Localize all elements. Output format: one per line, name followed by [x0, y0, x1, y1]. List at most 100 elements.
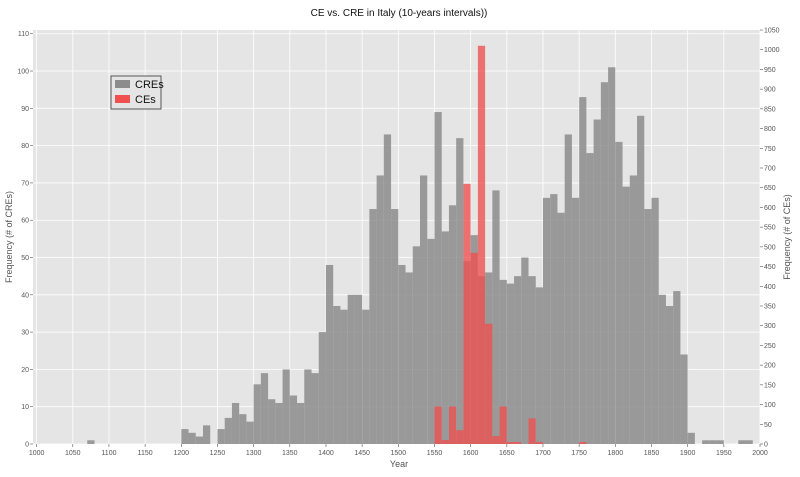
x-tick-label: 1950 — [716, 450, 732, 457]
x-tick-label: 1150 — [138, 450, 153, 457]
bar-cres-1300 — [253, 384, 261, 444]
x-tick-label: 1350 — [282, 450, 298, 457]
bar-cres-1840 — [644, 209, 652, 444]
x-tick-label: 1800 — [608, 450, 624, 457]
bar-cres-1470 — [376, 175, 384, 444]
right-y-tick-label: 550 — [764, 225, 776, 232]
bar-cres-1350 — [289, 395, 298, 444]
bar-cres-1360 — [297, 402, 305, 444]
x-tick-label: 2000 — [752, 450, 768, 457]
right-y-axis-ticks: 0 50 100 150 200 250 300 350 400 450 500 550 600 650 7… — [760, 28, 780, 449]
bar-cres-1400 — [325, 264, 334, 444]
right-y-tick-label: 200 — [764, 363, 776, 370]
bar-cres-1230 — [202, 425, 211, 444]
right-y-tick-label: 100 — [764, 402, 776, 409]
bar-cres-1920 — [702, 440, 710, 444]
bar-cres-1970 — [738, 440, 746, 444]
bar-cres-1270 — [231, 402, 240, 444]
bar-cres-1200 — [181, 429, 189, 444]
left-y-tick-label: 40 — [21, 292, 29, 299]
bar-ces-1600 — [470, 252, 478, 444]
bar-cres-1660 — [514, 276, 522, 444]
bar-cres-1070 — [87, 440, 95, 444]
bar-ces-1640 — [499, 406, 507, 444]
ce-bars — [434, 45, 587, 445]
left-y-tick-label: 60 — [21, 218, 29, 225]
bar-ces-1610 — [477, 45, 486, 445]
bar-cres-1700 — [542, 197, 551, 444]
legend: CREs CEs — [110, 75, 164, 110]
x-tick-label: 1200 — [174, 450, 190, 457]
right-y-tick-label: 850 — [764, 106, 776, 113]
bar-cres-1540 — [427, 238, 435, 444]
bar-ces-1750 — [579, 442, 587, 444]
bar-cres-1900 — [687, 432, 695, 444]
bar-cres-1740 — [571, 197, 580, 444]
bar-cres-1640 — [499, 279, 507, 444]
legend-label-cres: CREs — [135, 79, 164, 91]
bar-cres-1750 — [579, 97, 587, 444]
left-y-tick-label: 10 — [21, 404, 29, 411]
bar-cres-1680 — [528, 276, 536, 444]
x-tick-label: 1600 — [463, 450, 479, 457]
bar-cres-1890 — [680, 354, 688, 444]
right-y-tick-label: 1000 — [764, 47, 780, 54]
bar-ces-1570 — [448, 406, 457, 444]
bar-cres-1550 — [434, 112, 442, 445]
right-y-tick-label: 900 — [764, 87, 776, 94]
left-y-tick-label: 70 — [21, 180, 29, 187]
bar-ces-1660 — [514, 442, 522, 444]
left-y-tick-label: 90 — [21, 106, 29, 113]
x-tick-label: 1000 — [29, 450, 45, 457]
left-y-tick-label: 50 — [21, 255, 29, 262]
bar-cres-1780 — [600, 82, 609, 444]
right-y-axis-label: Frequency (# of CEs) — [782, 194, 792, 280]
bar-cres-1260 — [224, 417, 232, 444]
x-tick-label: 1300 — [246, 450, 262, 457]
left-y-tick-label: 80 — [21, 143, 29, 150]
right-y-tick-label: 750 — [764, 146, 776, 153]
bar-cres-1510 — [405, 272, 413, 444]
bar-cres-1380 — [311, 373, 319, 444]
bar-cres-1490 — [391, 209, 399, 444]
left-y-tick-label: 20 — [21, 367, 29, 374]
right-y-tick-label: 500 — [764, 244, 776, 251]
x-tick-label: 1450 — [354, 450, 370, 457]
bar-cres-1770 — [593, 119, 601, 444]
bar-cres-1830 — [637, 115, 645, 444]
x-tick-label: 1650 — [499, 450, 515, 457]
x-tick-label: 1050 — [65, 450, 81, 457]
x-tick-label: 1900 — [680, 450, 696, 457]
bar-ces-1550 — [434, 406, 442, 444]
bar-cres-1730 — [564, 134, 572, 444]
bar-cres-1940 — [716, 440, 724, 444]
bar-cres-1820 — [629, 175, 638, 444]
bar-cres-1790 — [608, 67, 616, 444]
left-y-tick-label: 30 — [21, 330, 29, 337]
x-tick-label: 1700 — [535, 450, 551, 457]
right-y-tick-label: 250 — [764, 343, 776, 350]
bar-cres-1810 — [622, 186, 630, 444]
bar-cres-1410 — [333, 306, 341, 444]
bar-cres-1760 — [586, 153, 594, 444]
x-axis-label: Year — [390, 459, 408, 469]
bar-cres-1530 — [420, 175, 428, 444]
bar-cres-1710 — [550, 194, 558, 444]
bar-cres-1690 — [535, 287, 543, 444]
right-y-tick-label: 1050 — [764, 28, 780, 35]
right-y-tick-label: 450 — [764, 264, 776, 271]
right-y-tick-label: 50 — [764, 422, 772, 429]
bar-cres-1340 — [282, 369, 290, 444]
right-y-tick-label: 350 — [764, 304, 776, 311]
x-tick-label: 1400 — [318, 450, 334, 457]
bar-cres-1520 — [412, 246, 421, 444]
right-y-tick-label: 150 — [764, 382, 776, 389]
bar-cres-1720 — [557, 212, 565, 444]
bar-cres-1450 — [362, 309, 370, 444]
bar-cres-1930 — [709, 440, 717, 444]
right-y-tick-label: 700 — [764, 166, 776, 173]
bar-cres-1370 — [304, 369, 312, 444]
right-y-tick-label: 950 — [764, 67, 776, 74]
x-tick-label: 1750 — [571, 450, 587, 457]
bar-cres-1880 — [673, 291, 681, 444]
